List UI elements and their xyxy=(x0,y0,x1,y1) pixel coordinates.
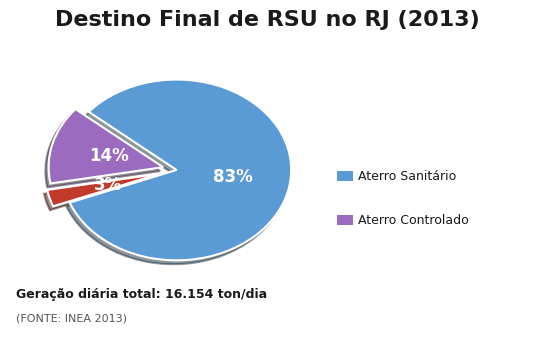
Wedge shape xyxy=(70,80,291,260)
Text: Aterro Controlado: Aterro Controlado xyxy=(358,214,469,227)
Text: 14%: 14% xyxy=(89,147,129,165)
Text: Geração diária total: 16.154 ton/dia: Geração diária total: 16.154 ton/dia xyxy=(16,288,267,301)
Text: 3%: 3% xyxy=(94,176,122,194)
Text: Aterro Sanitário: Aterro Sanitário xyxy=(358,170,457,183)
Text: (FONTE: INEA 2013): (FONTE: INEA 2013) xyxy=(16,314,127,324)
Wedge shape xyxy=(49,109,163,183)
Text: 83%: 83% xyxy=(213,168,253,186)
Text: Destino Final de RSU no RJ (2013): Destino Final de RSU no RJ (2013) xyxy=(55,10,480,30)
Wedge shape xyxy=(47,174,160,206)
